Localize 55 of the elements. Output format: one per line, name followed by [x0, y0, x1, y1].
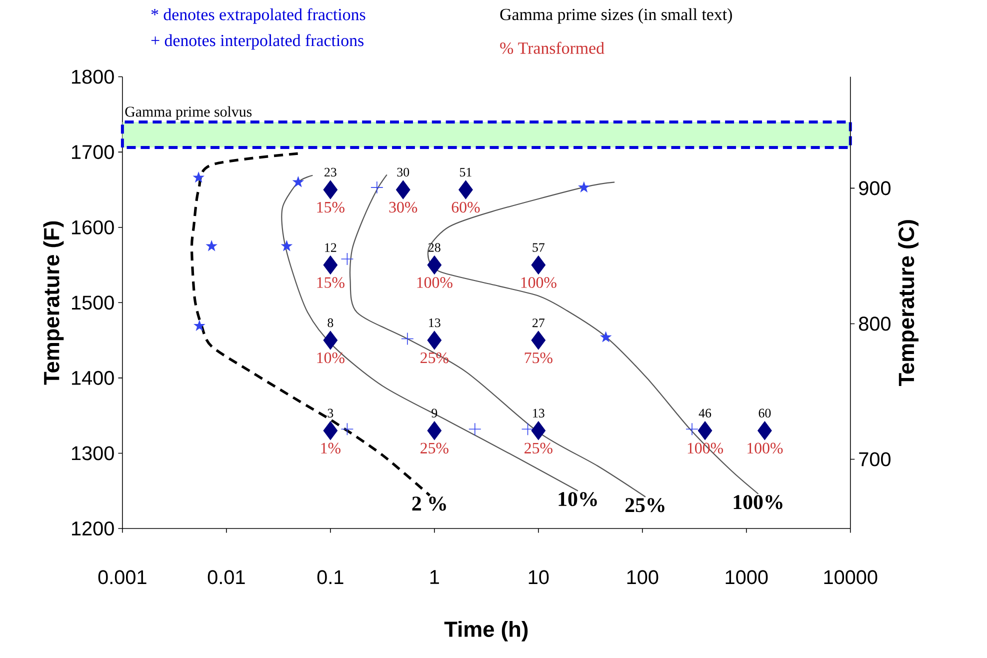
text: Gamma prime sizes (in small text) — [500, 8, 732, 24]
x-tick-label: 0.1 — [317, 570, 344, 584]
y-tick-label: 1700 — [72, 144, 114, 160]
annotation: 8 — [328, 318, 334, 328]
annotation: 100% — [417, 277, 452, 288]
annotation: 25% — [524, 442, 552, 454]
annotation: 57 — [532, 243, 544, 252]
annotation: 3 — [328, 408, 334, 418]
x-tick-label: 1 — [430, 570, 439, 584]
annotation: 100% — [521, 277, 556, 288]
series-label: 25% — [625, 498, 664, 512]
y2-axis-title: Temperature (C) — [898, 220, 918, 386]
x-tick-label: 100 — [627, 570, 658, 584]
x-tick-label: 1000 — [726, 570, 768, 584]
annotation: 30 — [397, 168, 410, 176]
y-tick-label: 1300 — [72, 446, 114, 460]
series-label: 10% — [558, 492, 597, 506]
y-tick-label: 1200 — [72, 521, 114, 536]
y-tick-label: 1500 — [72, 296, 114, 310]
x-tick-label: 0.01 — [208, 570, 245, 584]
annotation: 1% — [321, 442, 340, 454]
annotation: 100% — [748, 442, 783, 454]
x-tick-label: 0.001 — [98, 570, 146, 584]
annotation: 51 — [460, 168, 472, 176]
annotation: 23 — [324, 168, 336, 176]
x-axis-title: Time (h) — [444, 620, 528, 642]
annotation: 60 — [758, 408, 771, 418]
annotation: 30% — [389, 202, 418, 213]
annotation: 28 — [428, 243, 440, 252]
annotation: 25% — [420, 442, 448, 454]
y2-tick-label: 700 — [859, 452, 891, 466]
series-label: 2 % — [412, 496, 446, 511]
annotation: 15% — [317, 277, 344, 288]
y-tick-label: 1800 — [72, 70, 114, 84]
annotation: 13 — [533, 408, 544, 418]
annotation: 15% — [317, 202, 344, 213]
x-tick-label: 10 — [528, 570, 549, 584]
annotation: 60% — [452, 202, 480, 213]
annotation: 75% — [524, 352, 552, 364]
text: % Transformed — [500, 42, 604, 54]
annotation: 12 — [325, 243, 336, 252]
annotation: 13 — [429, 318, 440, 328]
annotation: 10% — [317, 352, 344, 364]
y2-tick-label: 900 — [859, 181, 891, 196]
text: * denotes extrapolated fractions — [151, 8, 366, 24]
y-tick-label: 1400 — [72, 370, 114, 385]
band-label: Gamma prime solvus — [125, 106, 252, 120]
x-tick-label: 10000 — [824, 570, 878, 584]
annotation: 27 — [532, 318, 544, 328]
series-label: 100% — [734, 495, 782, 510]
y-axis-title: Temperature (F) — [43, 221, 64, 385]
y2-tick-label: 800 — [859, 316, 891, 331]
annotation: 46 — [698, 408, 712, 418]
text: + denotes interpolated fractions — [151, 34, 364, 50]
y-tick-label: 1600 — [72, 220, 114, 234]
